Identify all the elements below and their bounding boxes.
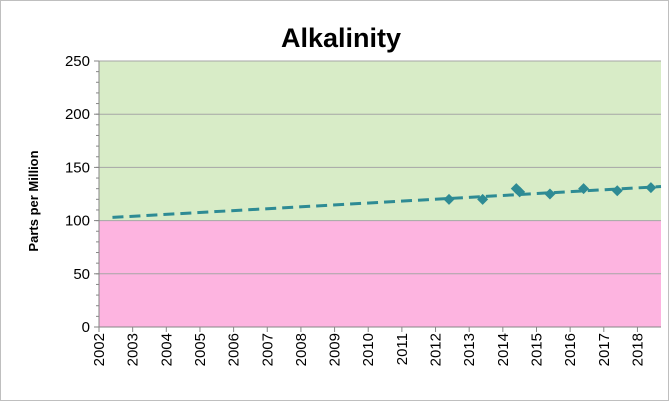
y-tick-label: 0	[82, 319, 90, 336]
x-tick-label: 2005	[192, 333, 209, 366]
y-tick-label: 50	[73, 266, 90, 283]
data-point	[544, 188, 556, 200]
y-tick-label: 150	[65, 159, 90, 176]
x-tick-label: 2003	[125, 333, 142, 366]
data-point	[645, 182, 657, 194]
y-tick-label: 100	[65, 213, 90, 230]
x-tick-label: 2010	[360, 333, 377, 366]
y-tick-label: 200	[65, 106, 90, 123]
chart-title: Alkalinity	[281, 23, 401, 53]
x-tick-label: 2006	[226, 333, 243, 366]
band-1	[99, 61, 661, 221]
x-tick-label: 2012	[428, 333, 445, 366]
x-tick-label: 2011	[394, 333, 411, 365]
x-tick-label: 2007	[259, 333, 276, 366]
data-point	[578, 183, 590, 195]
x-tick-label: 2013	[461, 333, 478, 366]
x-tick-label: 2002	[91, 333, 108, 366]
y-axis-label: Parts per Million	[26, 150, 41, 251]
y-tick-label: 250	[65, 53, 90, 70]
data-point	[611, 185, 623, 197]
x-tick-label: 2015	[528, 333, 545, 366]
data-point	[514, 186, 526, 198]
x-tick-label: 2004	[158, 333, 175, 366]
x-tick-label: 2008	[293, 333, 310, 366]
trendline	[112, 185, 662, 219]
x-tick-label: 2014	[495, 333, 512, 366]
x-tick-label: 2009	[327, 333, 344, 366]
x-tick-label: 2016	[562, 333, 579, 366]
x-tick-label: 2018	[629, 333, 646, 366]
x-tick-label: 2017	[596, 333, 613, 366]
data-point	[477, 193, 489, 205]
data-point	[443, 193, 455, 205]
